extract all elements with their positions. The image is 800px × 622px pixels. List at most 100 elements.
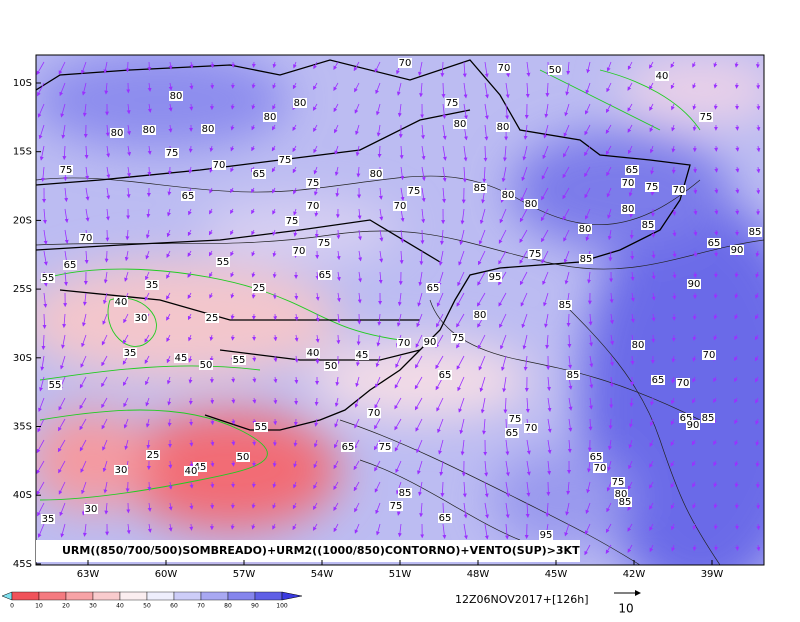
lat-label: 30S <box>13 353 32 364</box>
contour-label: 85 <box>619 497 632 508</box>
contour-label: 65 <box>427 283 440 294</box>
lon-label: 45W <box>545 569 568 580</box>
contour-label: 50 <box>549 65 562 76</box>
contour-label: 55 <box>49 380 62 391</box>
contour-label: 75 <box>279 155 292 166</box>
contour-label: 85 <box>559 300 572 311</box>
contour-label: 90 <box>688 279 701 290</box>
contour-label: 50 <box>325 361 338 372</box>
colorbar-segment <box>174 592 201 600</box>
contour-label: 70 <box>525 423 538 434</box>
contour-label: 70 <box>80 233 93 244</box>
contour-label: 85 <box>474 183 487 194</box>
colorbar-segment <box>66 592 93 600</box>
lat-label: 15S <box>13 147 32 158</box>
contour-label: 80 <box>579 224 592 235</box>
wind-arrow <box>127 62 128 72</box>
wind-arrow <box>127 482 128 492</box>
contour-label: 70 <box>368 408 381 419</box>
contour-label: 65 <box>439 513 452 524</box>
contour-label: 35 <box>42 514 55 525</box>
colorbar-label: 20 <box>62 603 70 610</box>
contour-label: 25 <box>206 313 219 324</box>
contour-label: 75 <box>700 112 713 123</box>
contour-label: 75 <box>529 249 542 260</box>
vector-scale-label: 10 <box>618 602 633 616</box>
contour-label: 55 <box>255 422 268 433</box>
contour-label: 80 <box>454 119 467 130</box>
contour-label: 25 <box>253 283 266 294</box>
contour-label: 65 <box>626 165 639 176</box>
contour-label: 75 <box>408 186 421 197</box>
contour-label: 50 <box>237 452 250 463</box>
lon-label: 54W <box>311 569 334 580</box>
lon-label: 60W <box>155 569 178 580</box>
lon-label: 39W <box>701 569 724 580</box>
colorbar-label: 40 <box>116 603 124 610</box>
contour-label: 75 <box>166 148 179 159</box>
contour-label: 30 <box>115 465 128 476</box>
colorbar-label: 10 <box>35 603 43 610</box>
wind-arrow <box>737 209 738 214</box>
contour-label: 75 <box>307 178 320 189</box>
contour-label: 75 <box>646 182 659 193</box>
colorbar-label: 60 <box>170 603 178 610</box>
contour-label: 80 <box>474 310 487 321</box>
lon-label: 48W <box>467 569 490 580</box>
contour-label: 65 <box>253 169 266 180</box>
contour-label: 75 <box>60 165 73 176</box>
contour-label: 95 <box>489 272 502 283</box>
contour-label: 80 <box>170 91 183 102</box>
map-area: 80 80 80 80 80 80 75 80 80 70 70 75 70 75 65 75 65 75 80 75… <box>20 50 800 600</box>
lon-label: 42W <box>623 569 646 580</box>
contour-label: 70 <box>673 185 686 196</box>
contour-label: 80 <box>294 98 307 109</box>
contour-label: 65 <box>590 452 603 463</box>
contour-label: 45 <box>175 353 188 364</box>
contour-label: 75 <box>286 216 299 227</box>
contour-label: 90 <box>731 245 744 256</box>
lat-label: 45S <box>13 559 32 570</box>
lat-label: 10S <box>13 78 32 89</box>
colorbar-segment <box>12 592 39 600</box>
contour-label: 75 <box>379 442 392 453</box>
contour-label: 65 <box>64 260 77 271</box>
contour-label: 65 <box>506 428 519 439</box>
colorbar-label: 70 <box>197 603 205 610</box>
colorbar-label: 90 <box>251 603 259 610</box>
lat-label: 35S <box>13 422 32 433</box>
wind-arrow <box>569 335 570 347</box>
contour-label: 80 <box>622 204 635 215</box>
colorbar-label: 100 <box>276 603 288 610</box>
colorbar-segment <box>228 592 255 600</box>
colorbar-segment <box>201 592 228 600</box>
contour-label: 90 <box>687 420 700 431</box>
contour-label: 70 <box>498 63 511 74</box>
wind-arrow <box>149 482 150 490</box>
wind-arrow <box>694 314 695 319</box>
contour-label: 70 <box>293 246 306 257</box>
colorbar-segment <box>39 592 66 600</box>
contour-label: 65 <box>319 270 332 281</box>
contour-label: 55 <box>233 355 246 366</box>
map-title: URM((850/700/500)SOMBREADO)+URM2((1000/8… <box>62 544 580 557</box>
contour-label: 80 <box>202 124 215 135</box>
lat-label: 20S <box>13 215 32 226</box>
contour-label: 80 <box>632 340 645 351</box>
contour-label: 70 <box>677 378 690 389</box>
lon-label: 63W <box>77 569 100 580</box>
contour-label: 30 <box>85 504 98 515</box>
wind-arrow <box>422 230 423 243</box>
colorbar-tip <box>2 592 12 600</box>
contour-label: 85 <box>399 488 412 499</box>
colorbar-tip <box>282 592 302 600</box>
contour-label: 80 <box>111 128 124 139</box>
contour-label: 45 <box>356 350 369 361</box>
wind-arrow <box>338 335 339 343</box>
contour-label: 55 <box>217 257 230 268</box>
contour-label: 65 <box>708 238 721 249</box>
lon-label: 51W <box>389 569 412 580</box>
wind-arrow <box>653 230 654 237</box>
contour-label: 70 <box>213 160 226 171</box>
